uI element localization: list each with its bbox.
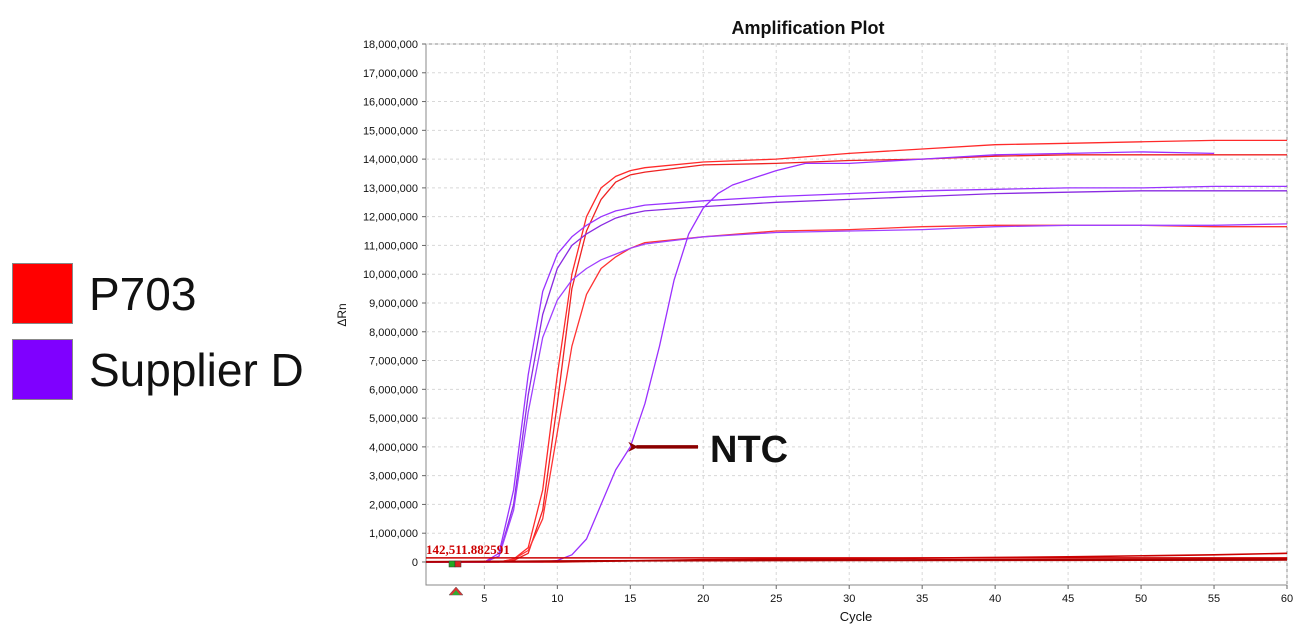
ntc-annotation-label: NTC [710,429,788,471]
x-tick-label: 45 [1062,593,1074,605]
legend-label-supplier-d: Supplier D [89,344,304,396]
x-tick-label: 50 [1135,593,1147,605]
series-layer [425,139,1288,563]
baseline-markers[interactable] [448,560,464,596]
chart-title: Amplification Plot [732,18,885,38]
baseline-end-marker[interactable] [454,560,462,568]
x-tick-label: 40 [989,593,1001,605]
y-tick-label: 12,000,000 [363,212,418,224]
baseline-start-marker[interactable] [448,560,456,568]
series-line-supplier-d-5 [426,190,1287,563]
x-tick-label: 25 [770,593,782,605]
y-tick-label: 11,000,000 [364,240,418,252]
series-line-supplier-d-7 [426,151,1215,563]
x-tick-label: 20 [697,593,709,605]
y-axis-label: ΔRn [335,303,349,326]
y-tick-label: 6,000,000 [369,384,418,396]
series-line-ntc-10 [425,559,1288,563]
y-tick-label: 13,000,000 [363,183,418,195]
y-tick-label: 18,000,000 [363,39,418,51]
y-tick-label: 0 [412,557,418,569]
legend-label-p703: P703 [89,268,197,320]
legend-swatch-p703 [12,263,73,324]
x-axis-label: Cycle [840,609,873,624]
y-tick-label: 5,000,000 [369,413,418,425]
x-tick-label: 30 [843,593,855,605]
x-tick-label: 35 [916,593,928,605]
y-tick-label: 4,000,000 [369,442,418,454]
x-tick-label: 60 [1281,593,1293,605]
x-tick-label: 15 [624,593,636,605]
y-tick-label: 15,000,000 [363,125,418,137]
y-axis-ticks: 0 1,000,000 2,000,000 3,000,000 4,000,000 5,0… [363,39,426,569]
x-tick-label: 10 [551,593,563,605]
threshold-handle-inner [452,590,460,595]
legend-swatch-supplier-d [12,339,73,400]
y-tick-label: 14,000,000 [363,154,418,166]
y-tick-label: 2,000,000 [369,499,418,511]
threshold-label: 142,511.882591 [426,542,510,557]
x-tick-label: 5 [481,593,487,605]
grid-lines [426,43,1288,585]
series-line-supplier-d-4 [426,185,1287,563]
series-line-supplier-d-6 [426,223,1288,563]
y-tick-label: 3,000,000 [369,471,418,483]
y-tick-label: 7,000,000 [369,356,418,368]
x-axis-ticks: 5 10 15 20 25 30 35 40 45 50 55 60 [481,585,1293,605]
y-tick-label: 10,000,000 [363,269,418,281]
y-tick-label: 17,000,000 [363,68,418,80]
y-tick-label: 9,000,000 [369,298,418,310]
y-tick-label: 16,000,000 [363,97,418,109]
plot-area [425,43,1288,586]
x-tick-label: 55 [1208,593,1220,605]
y-tick-label: 1,000,000 [369,528,418,540]
series-line-p703-1 [426,139,1287,563]
y-tick-label: 8,000,000 [369,327,418,339]
